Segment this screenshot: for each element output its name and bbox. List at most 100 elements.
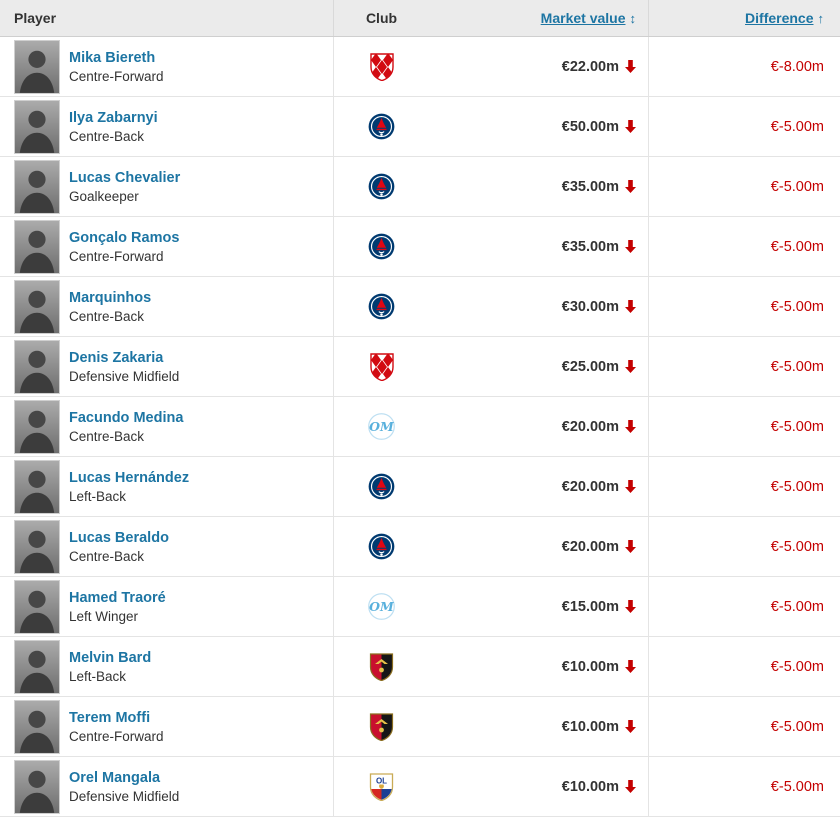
difference-cell: €-5.00m [648, 457, 840, 516]
difference-cell: €-5.00m [648, 397, 840, 456]
player-cell: Lucas Beraldo Centre-Back [0, 517, 333, 576]
player-name-link[interactable]: Ilya Zabarnyi [69, 109, 158, 126]
club-cell [333, 637, 429, 696]
player-name-link[interactable]: Orel Mangala [69, 769, 161, 786]
player-position: Centre-Forward [69, 68, 164, 84]
market-value-cell: €10.00m [429, 697, 648, 756]
player-photo[interactable] [14, 399, 60, 454]
club-lyon-crest[interactable]: OL [369, 772, 394, 801]
difference-value: €-5.00m [770, 358, 824, 375]
club-marseille-crest[interactable]: OM [368, 413, 395, 440]
market-value: €20.00m [561, 418, 619, 435]
market-value: €35.00m [561, 178, 619, 195]
column-header-club: Club [333, 0, 429, 36]
market-value-sort-link[interactable]: Market value [540, 10, 626, 26]
club-psg-crest[interactable] [368, 233, 395, 260]
sort-ascending-icon[interactable]: ↑ [817, 10, 825, 26]
player-name-link[interactable]: Facundo Medina [69, 409, 184, 426]
player-photo[interactable] [14, 519, 60, 574]
player-name-link[interactable]: Denis Zakaria [69, 349, 164, 366]
market-value-cell: €35.00m [429, 217, 648, 276]
club-nice-crest[interactable] [369, 652, 394, 681]
market-value-cell: €15.00m [429, 577, 648, 636]
player-info: Hamed Traoré Left Winger [69, 590, 166, 624]
player-position: Defensive Midfield [69, 368, 180, 384]
player-info: Lucas Hernández Left-Back [69, 470, 189, 504]
market-value: €35.00m [561, 238, 619, 255]
player-name-link[interactable]: Terem Moffi [69, 709, 151, 726]
club-psg-crest[interactable] [368, 293, 395, 320]
value-decrease-arrow-icon [625, 240, 636, 253]
market-value-cell: €20.00m [429, 457, 648, 516]
value-decrease-arrow-icon [625, 300, 636, 313]
table-row: Marquinhos Centre-Back €30.00m €-5.00m [0, 277, 840, 337]
player-photo[interactable] [14, 579, 60, 634]
market-value-cell: €30.00m [429, 277, 648, 336]
difference-cell: €-5.00m [648, 517, 840, 576]
player-name-link[interactable]: Mika Biereth [69, 49, 156, 66]
table-body: Mika Biereth Centre-Forward €22.00m €-8.… [0, 37, 840, 817]
market-value: €10.00m [561, 658, 619, 675]
market-value: €30.00m [561, 298, 619, 315]
difference-cell: €-8.00m [648, 37, 840, 96]
value-decrease-arrow-icon [625, 720, 636, 733]
column-header-difference[interactable]: Difference ↑ [648, 0, 840, 36]
player-position: Left-Back [69, 668, 127, 684]
sort-both-directions-icon[interactable]: ↕ [629, 10, 637, 26]
player-name-link[interactable]: Lucas Hernández [69, 469, 190, 486]
table-row: Mika Biereth Centre-Forward €22.00m €-8.… [0, 37, 840, 97]
player-cell: Lucas Hernández Left-Back [0, 457, 333, 516]
club-cell: OM [333, 577, 429, 636]
difference-value: €-5.00m [770, 178, 824, 195]
difference-cell: €-5.00m [648, 637, 840, 696]
player-photo[interactable] [14, 699, 60, 754]
difference-value: €-5.00m [770, 718, 824, 735]
market-value: €25.00m [561, 358, 619, 375]
player-photo[interactable] [14, 279, 60, 334]
table-row: Lucas Hernández Left-Back €20.00m €-5.00… [0, 457, 840, 517]
player-position: Left Winger [69, 608, 139, 624]
player-photo[interactable] [14, 639, 60, 694]
player-photo[interactable] [14, 99, 60, 154]
market-value-cell: €10.00m [429, 637, 648, 696]
player-photo[interactable] [14, 159, 60, 214]
market-value: €10.00m [561, 778, 619, 795]
player-name-link[interactable]: Lucas Beraldo [69, 529, 169, 546]
player-name-link[interactable]: Gonçalo Ramos [69, 229, 180, 246]
table-row: Facundo Medina Centre-Back OM €20.00m €-… [0, 397, 840, 457]
difference-sort-link[interactable]: Difference [745, 10, 814, 26]
club-monaco-crest[interactable] [369, 52, 395, 81]
player-info: Melvin Bard Left-Back [69, 650, 151, 684]
club-psg-crest[interactable] [368, 173, 395, 200]
player-photo[interactable] [14, 219, 60, 274]
player-name-link[interactable]: Lucas Chevalier [69, 169, 181, 186]
player-name-link[interactable]: Hamed Traoré [69, 589, 166, 606]
market-value: €22.00m [561, 58, 619, 75]
club-marseille-crest[interactable]: OM [368, 593, 395, 620]
club-psg-crest[interactable] [368, 533, 395, 560]
club-monaco-crest[interactable] [369, 352, 395, 381]
club-nice-crest[interactable] [369, 712, 394, 741]
column-header-market-value[interactable]: Market value ↕ [429, 0, 648, 36]
player-photo[interactable] [14, 339, 60, 394]
market-value-cell: €22.00m [429, 37, 648, 96]
club-psg-crest[interactable] [368, 473, 395, 500]
difference-value: €-5.00m [770, 118, 824, 135]
market-value-cell: €20.00m [429, 517, 648, 576]
table-row: Denis Zakaria Defensive Midfield €25.00m… [0, 337, 840, 397]
difference-value: €-5.00m [770, 598, 824, 615]
club-psg-crest[interactable] [368, 113, 395, 140]
player-position: Left-Back [69, 488, 127, 504]
club-cell [333, 517, 429, 576]
player-position: Centre-Back [69, 548, 145, 564]
player-name-link[interactable]: Melvin Bard [69, 649, 152, 666]
value-decrease-arrow-icon [625, 780, 636, 793]
table-row: Ilya Zabarnyi Centre-Back €50.00m €-5.00… [0, 97, 840, 157]
player-photo[interactable] [14, 459, 60, 514]
player-photo[interactable] [14, 759, 60, 814]
player-name-link[interactable]: Marquinhos [69, 289, 152, 306]
player-info: Facundo Medina Centre-Back [69, 410, 183, 444]
difference-cell: €-5.00m [648, 217, 840, 276]
player-photo[interactable] [14, 39, 60, 94]
